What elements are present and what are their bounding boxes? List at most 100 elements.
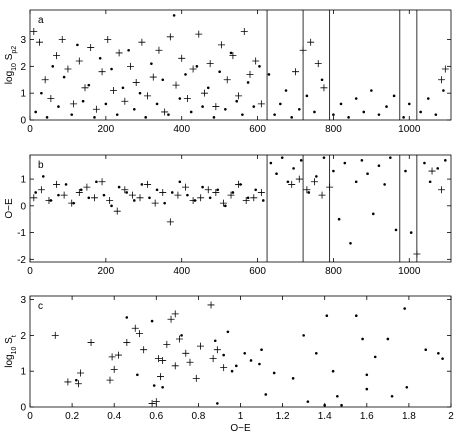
plus-point — [166, 218, 174, 226]
dot-point — [403, 307, 406, 310]
dot-point — [441, 357, 444, 360]
dot-point — [332, 113, 335, 116]
dot-point — [444, 159, 447, 162]
x-tick-label: 600 — [249, 266, 266, 277]
dot-point — [371, 212, 375, 216]
y-axis-label-part: log — [4, 71, 15, 84]
dot-point — [272, 371, 276, 375]
dot-point — [258, 362, 261, 366]
dot-point — [305, 94, 309, 98]
dot-point — [155, 188, 159, 192]
dot-point — [138, 91, 142, 95]
dot-point — [150, 62, 153, 65]
y-axis-label: log10 Sp2 — [4, 46, 18, 85]
dot-point — [354, 97, 358, 100]
dot-point — [186, 193, 189, 197]
dot-point — [361, 337, 364, 341]
dot-point — [34, 191, 37, 194]
plus-point — [128, 191, 136, 199]
dot-point — [323, 403, 327, 407]
dot-point — [313, 110, 316, 114]
panel-label: b — [38, 160, 44, 171]
dot-point — [110, 204, 113, 208]
dot-point — [41, 175, 45, 178]
plus-point — [110, 365, 118, 373]
dot-point — [136, 373, 139, 377]
plus-point — [121, 186, 129, 194]
y-axis-label-part: 10 — [11, 347, 18, 355]
plus-point — [175, 335, 183, 343]
plus-point — [159, 356, 167, 364]
plus-point — [257, 100, 265, 108]
dot-point — [234, 364, 238, 368]
x-tick-label: 1.8 — [402, 411, 416, 422]
plus-point — [30, 194, 38, 202]
plus-point — [318, 191, 326, 199]
dot-point — [222, 353, 225, 357]
plus-point — [299, 46, 307, 54]
dot-point — [307, 191, 311, 194]
dot-point — [170, 191, 174, 194]
plus-point — [213, 346, 221, 354]
plus-point — [41, 76, 49, 84]
dot-point — [279, 102, 282, 106]
plus-point — [212, 188, 220, 196]
plus-point — [413, 250, 421, 258]
plus-point — [197, 194, 205, 202]
dot-point — [243, 351, 247, 355]
plus-point — [144, 92, 152, 100]
dot-point — [267, 73, 271, 76]
dot-point — [34, 110, 37, 114]
dot-point — [155, 102, 159, 106]
dot-point — [280, 156, 284, 159]
x-tick-label: 600 — [249, 124, 266, 135]
plus-point — [157, 373, 165, 381]
plus-point — [53, 180, 61, 188]
x-tick-label: 0.8 — [191, 411, 205, 422]
dot-point — [115, 113, 119, 116]
dot-point — [407, 102, 411, 106]
dot-point — [161, 386, 164, 389]
dot-point — [389, 156, 392, 159]
dot-point — [347, 116, 350, 119]
y-tick-label: 1 — [20, 89, 26, 100]
dot-point — [332, 169, 335, 173]
plus-point — [174, 191, 182, 199]
plus-point — [83, 183, 91, 191]
dot-point — [224, 204, 227, 208]
dot-point — [314, 351, 318, 355]
dot-point — [340, 403, 343, 407]
plus-point — [178, 54, 186, 62]
plus-point — [149, 73, 157, 81]
dot-point — [213, 339, 217, 343]
dot-point — [365, 373, 369, 377]
plus-point — [51, 331, 59, 339]
plus-point — [207, 301, 215, 309]
x-tick-label: 0.6 — [149, 411, 163, 422]
dot-point — [51, 65, 55, 68]
plus-point — [291, 68, 299, 76]
plus-point — [104, 36, 112, 44]
dot-point — [231, 191, 235, 194]
plus-point — [161, 108, 169, 116]
dot-point — [377, 164, 381, 167]
dot-point — [426, 97, 430, 100]
dot-point — [224, 107, 227, 111]
dot-point — [302, 334, 305, 337]
dot-point — [144, 116, 147, 119]
dot-point — [62, 75, 66, 79]
dot-point — [140, 183, 144, 186]
plus-point — [64, 65, 72, 73]
dot-point — [178, 180, 182, 184]
dot-point — [150, 319, 154, 323]
plus-point — [113, 207, 121, 215]
plus-point — [106, 196, 114, 204]
plus-point — [186, 358, 194, 366]
dot-point — [366, 172, 369, 176]
plus-point — [220, 364, 228, 372]
plus-point — [30, 27, 38, 35]
plus-point — [98, 178, 106, 186]
dot-point — [172, 14, 176, 17]
plus-point — [171, 362, 179, 370]
plus-point — [136, 194, 144, 202]
